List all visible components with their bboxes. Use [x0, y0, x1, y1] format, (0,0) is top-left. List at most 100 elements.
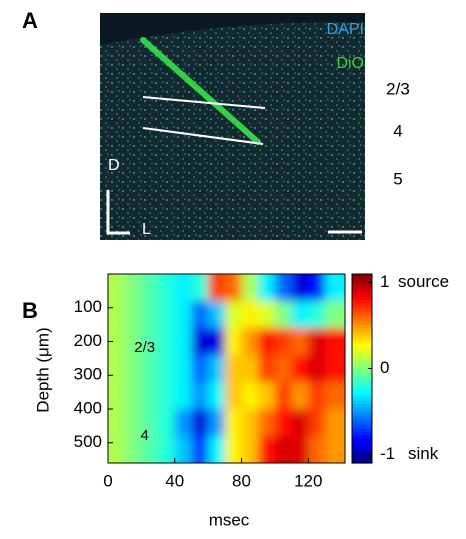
heatmap-cell	[224, 274, 243, 302]
heatmap-cells	[108, 274, 345, 463]
colorbar-step	[352, 349, 372, 354]
colorbar-step	[352, 456, 372, 461]
heatmap-cell	[224, 409, 243, 437]
heatmap-cell	[241, 382, 259, 410]
heatmap-cell	[108, 382, 126, 410]
colorbar-step	[352, 437, 372, 442]
colorbar-step	[352, 374, 372, 379]
colorbar-step	[352, 327, 372, 332]
heatmap-cell	[208, 355, 226, 383]
colorbar-step	[352, 289, 372, 294]
colorbar-tick-label: 0	[380, 358, 389, 377]
colorbar-step	[352, 422, 372, 426]
heatmap-cell	[291, 328, 309, 356]
colorbar-step	[352, 368, 372, 373]
heatmap-cell	[274, 436, 293, 463]
heatmap-cell	[141, 301, 159, 329]
heatmap-cell	[158, 355, 176, 383]
colorbar-label: sink	[408, 444, 439, 463]
colorbar-step	[352, 377, 372, 382]
colorbar-step	[352, 330, 372, 335]
colorbar-step	[352, 371, 372, 376]
y-tick-label: 400	[74, 398, 102, 417]
heatmap-cell	[208, 436, 226, 463]
colorbar-step	[352, 292, 372, 297]
heatmap-cell	[158, 382, 176, 410]
y-tick-label: 500	[74, 432, 102, 451]
heatmap-cell	[308, 301, 326, 329]
heatmap-cell	[124, 382, 142, 410]
colorbar-step	[352, 381, 372, 385]
x-tick-label: 0	[103, 471, 112, 490]
colorbar-step	[352, 400, 372, 404]
heatmap-cell	[258, 355, 276, 383]
colorbar-step	[352, 333, 372, 338]
orientation-label: D	[108, 157, 120, 174]
heatmap-cell	[241, 355, 259, 383]
x-tick-label: 80	[232, 471, 251, 490]
heatmap-cell	[141, 436, 159, 463]
heatmap-cell	[141, 409, 159, 437]
heatmap-cell	[141, 355, 159, 383]
heatmap-cell	[174, 409, 192, 437]
heatmap-cell	[324, 274, 345, 302]
heatmap-cell	[258, 301, 276, 329]
heatmap-cell	[174, 274, 192, 302]
layer-boundary	[142, 127, 264, 145]
heatmap-cell	[324, 382, 345, 410]
stain-label: DiO	[336, 55, 364, 72]
heatmap-cell	[258, 382, 276, 410]
heatmap-cell	[324, 436, 345, 463]
heatmap-cell	[208, 274, 226, 302]
heatmap-cell	[324, 355, 345, 383]
heatmap-cell	[258, 409, 276, 437]
colorbar-step	[352, 396, 372, 401]
y-tick-label: 300	[74, 365, 102, 384]
heatmap-cell	[258, 436, 276, 463]
colorbar-step	[352, 447, 372, 451]
heatmap-cell	[274, 355, 293, 383]
heatmap-cell	[258, 328, 276, 356]
layer-label: 5	[393, 169, 402, 188]
heatmap-cell	[241, 301, 259, 329]
heatmap-cell	[324, 328, 345, 356]
heatmap-cell	[241, 274, 259, 302]
colorbar-step	[352, 387, 372, 392]
colorbar-step	[352, 431, 372, 436]
heatmap-cell	[224, 328, 243, 356]
heatmap-cell	[174, 382, 192, 410]
heatmap-cell	[224, 382, 243, 410]
heatmap-cell	[174, 355, 192, 383]
colorbar-step	[352, 355, 372, 360]
heatmap-cell	[274, 409, 293, 437]
heatmap-cell	[158, 436, 176, 463]
annotation: 4	[141, 427, 149, 444]
heatmap-cell	[108, 328, 126, 356]
heatmap-cell	[124, 409, 142, 437]
plot-frame	[107, 273, 346, 464]
heatmap-cell	[174, 301, 192, 329]
heatmap-cell	[191, 328, 209, 356]
colorbar-step	[352, 337, 372, 341]
colorbar-step	[352, 314, 372, 319]
colorbar-step	[352, 403, 372, 407]
heatmap-cell	[158, 409, 176, 437]
heatmap-cell	[224, 301, 243, 329]
heatmap-cell	[191, 382, 209, 410]
heatmap-cell	[224, 355, 243, 383]
heatmap-cell	[274, 301, 293, 329]
colorbar-step	[352, 415, 372, 420]
heatmap-cell	[308, 274, 326, 302]
heatmap-cell	[291, 409, 309, 437]
heatmap-cell	[141, 328, 159, 356]
heatmap-cell	[224, 436, 243, 463]
heatmap-cell	[241, 409, 259, 437]
colorbar-step	[352, 425, 372, 429]
colorbar-step	[352, 280, 372, 285]
colorbar-step	[352, 321, 372, 325]
layer-boundary	[142, 96, 266, 109]
colorbar-step	[352, 440, 372, 445]
colorbar-tick-label: 1	[380, 272, 389, 291]
colorbar-label: source	[398, 272, 449, 291]
